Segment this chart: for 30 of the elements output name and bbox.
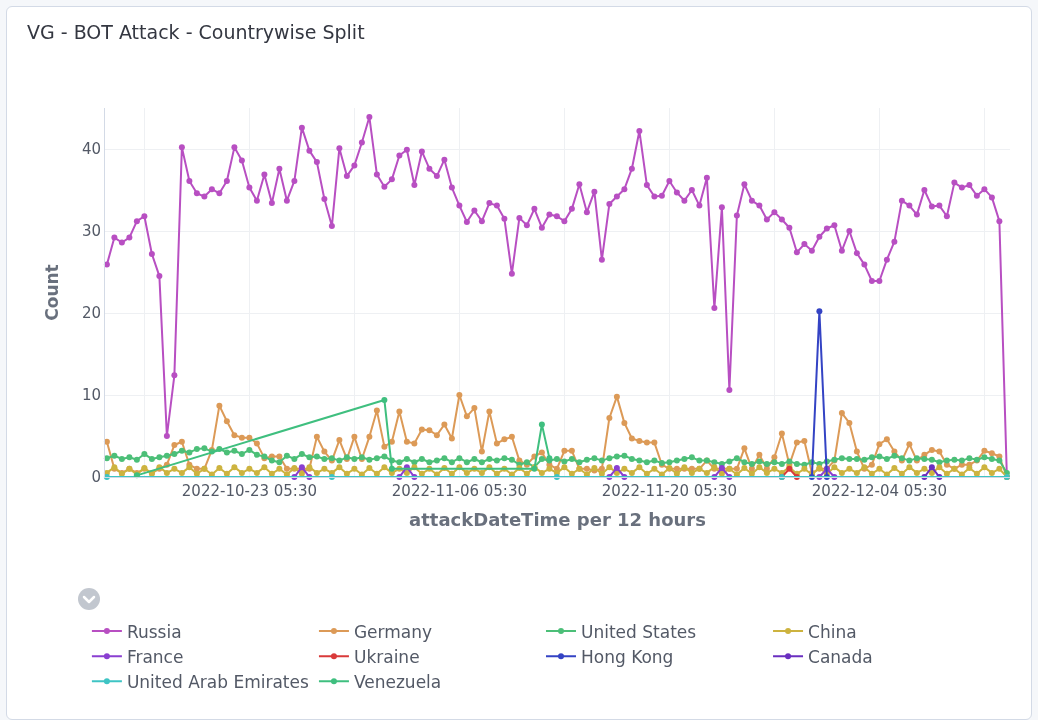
x-tick-label: 2022-12-04 05:30: [811, 482, 947, 500]
legend-label: United States: [580, 621, 697, 642]
point: [553, 474, 560, 480]
legend-label: United Arab Emirates: [126, 671, 309, 692]
legend-label: Ukraine: [353, 646, 420, 667]
legend-label: Canada: [808, 646, 873, 667]
legend-label: Venezuela: [353, 671, 442, 692]
x-tick-label: 2022-10-23 05:30: [181, 482, 317, 500]
x-tick-label: 2022-11-20 05:30: [601, 482, 737, 500]
point: [328, 474, 335, 480]
point: [538, 421, 545, 428]
y-tick-label: 30: [81, 222, 101, 241]
legend-label: Germany: [353, 621, 433, 642]
y-axis-title: Count: [42, 264, 63, 321]
legend-label: China: [808, 621, 857, 642]
chart-title: VG - BOT Attack - Countrywise Split: [27, 20, 365, 43]
point: [381, 396, 388, 403]
y-tick-label: 0: [91, 468, 101, 487]
y-tick-label: 40: [81, 140, 101, 159]
legend-label: Russia: [126, 621, 182, 642]
point: [388, 465, 395, 472]
x-axis-title: attackDateTime per 12 hours: [409, 509, 706, 531]
point: [816, 308, 823, 315]
point: [928, 464, 935, 471]
x-tick-label: 2022-11-06 05:30: [391, 482, 527, 500]
y-tick-label: 20: [81, 304, 101, 323]
legend-label: Hong Kong: [580, 646, 674, 667]
point: [613, 464, 620, 471]
y-tick-label: 10: [81, 386, 101, 405]
legend-label: France: [126, 646, 184, 667]
